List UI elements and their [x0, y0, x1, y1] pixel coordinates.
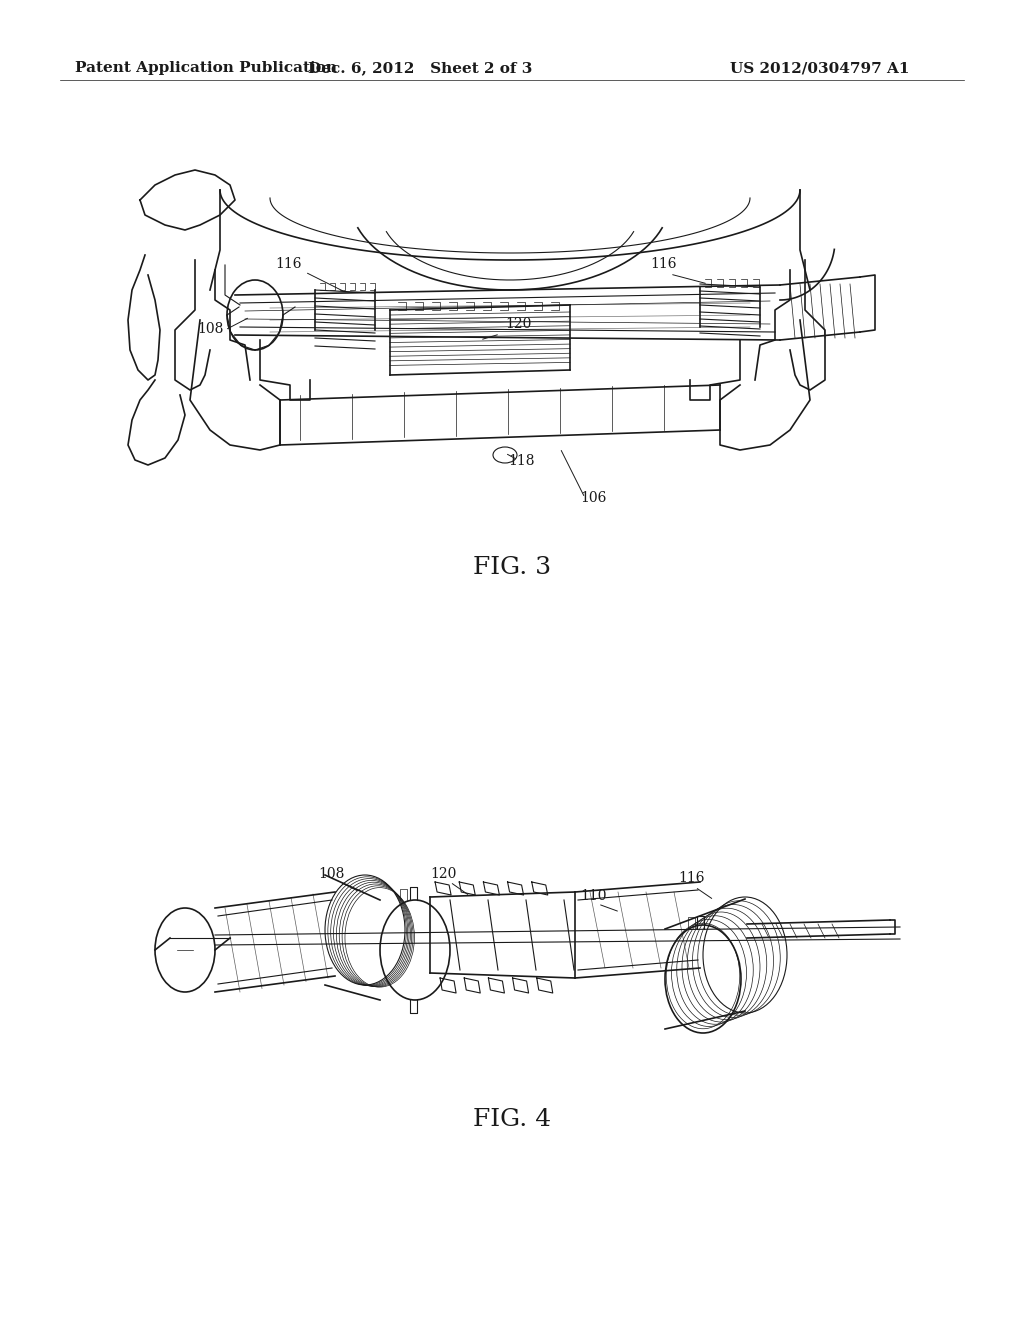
Text: 116: 116: [275, 257, 301, 271]
Text: 108: 108: [197, 322, 223, 337]
Text: 116: 116: [650, 257, 677, 271]
Text: 116: 116: [678, 871, 705, 884]
Text: 118: 118: [508, 454, 535, 469]
Text: 110: 110: [580, 888, 606, 903]
Text: FIG. 4: FIG. 4: [473, 1109, 551, 1131]
Text: FIG. 3: FIG. 3: [473, 557, 551, 579]
Text: Patent Application Publication: Patent Application Publication: [75, 61, 337, 75]
Text: US 2012/0304797 A1: US 2012/0304797 A1: [730, 61, 909, 75]
Text: Dec. 6, 2012   Sheet 2 of 3: Dec. 6, 2012 Sheet 2 of 3: [308, 61, 532, 75]
Text: 120: 120: [430, 867, 457, 880]
Text: 108: 108: [318, 867, 344, 880]
Text: 106: 106: [580, 491, 606, 506]
Text: 120: 120: [505, 317, 531, 331]
